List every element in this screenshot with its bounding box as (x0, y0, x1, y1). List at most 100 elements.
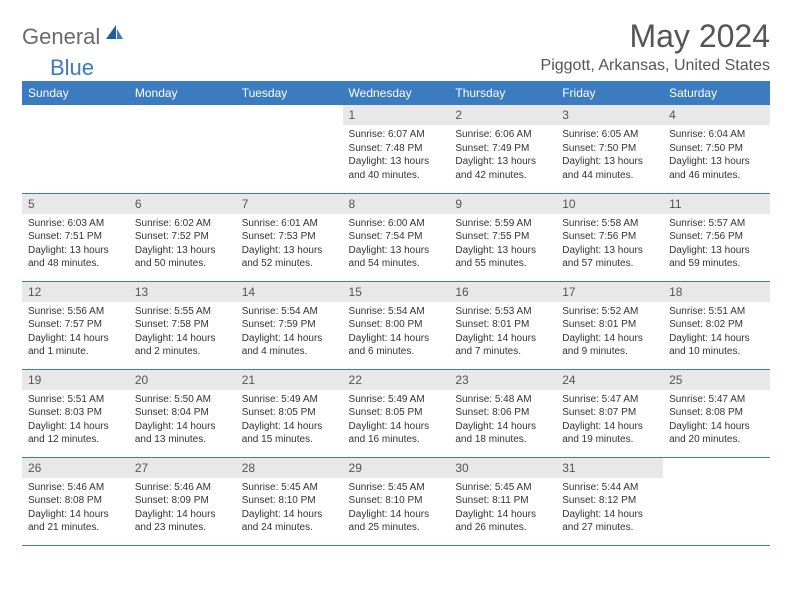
sunset: Sunset: 8:04 PM (135, 406, 230, 420)
sunrise: Sunrise: 5:54 AM (349, 305, 444, 319)
daylight-line1: Daylight: 13 hours (28, 244, 123, 258)
day-number: 9 (449, 194, 556, 214)
day-data: Sunrise: 5:54 AMSunset: 8:00 PMDaylight:… (343, 302, 450, 364)
sunrise: Sunrise: 6:05 AM (562, 128, 657, 142)
day-data: Sunrise: 5:46 AMSunset: 8:09 PMDaylight:… (129, 478, 236, 540)
daylight-line2: and 23 minutes. (135, 521, 230, 535)
sunset: Sunset: 8:07 PM (562, 406, 657, 420)
title-block: May 2024 Piggott, Arkansas, United State… (541, 18, 770, 75)
daylight-line1: Daylight: 13 hours (349, 244, 444, 258)
day-number: 20 (129, 370, 236, 390)
day-data: Sunrise: 6:02 AMSunset: 7:52 PMDaylight:… (129, 214, 236, 276)
sunset: Sunset: 7:56 PM (669, 230, 764, 244)
sunset: Sunset: 7:49 PM (455, 142, 550, 156)
sunrise: Sunrise: 5:45 AM (455, 481, 550, 495)
daylight-line1: Daylight: 13 hours (562, 155, 657, 169)
day-cell (129, 105, 236, 193)
day-cell: 27Sunrise: 5:46 AMSunset: 8:09 PMDayligh… (129, 457, 236, 545)
day-data: Sunrise: 5:44 AMSunset: 8:12 PMDaylight:… (556, 478, 663, 540)
sunset: Sunset: 7:55 PM (455, 230, 550, 244)
daylight-line2: and 16 minutes. (349, 433, 444, 447)
daylight-line2: and 15 minutes. (242, 433, 337, 447)
daylight-line2: and 19 minutes. (562, 433, 657, 447)
day-data: Sunrise: 5:51 AMSunset: 8:03 PMDaylight:… (22, 390, 129, 452)
day-number: 24 (556, 370, 663, 390)
daylight-line1: Daylight: 13 hours (349, 155, 444, 169)
sunset: Sunset: 7:58 PM (135, 318, 230, 332)
day-cell: 19Sunrise: 5:51 AMSunset: 8:03 PMDayligh… (22, 369, 129, 457)
sunrise: Sunrise: 5:48 AM (455, 393, 550, 407)
sunrise: Sunrise: 5:54 AM (242, 305, 337, 319)
daylight-line2: and 10 minutes. (669, 345, 764, 359)
daylight-line1: Daylight: 14 hours (242, 332, 337, 346)
daylight-line2: and 52 minutes. (242, 257, 337, 271)
daylight-line2: and 59 minutes. (669, 257, 764, 271)
day-number: 16 (449, 282, 556, 302)
day-number: 12 (22, 282, 129, 302)
col-thursday: Thursday (449, 81, 556, 105)
day-cell: 4Sunrise: 6:04 AMSunset: 7:50 PMDaylight… (663, 105, 770, 193)
sunrise: Sunrise: 5:51 AM (28, 393, 123, 407)
day-data: Sunrise: 5:49 AMSunset: 8:05 PMDaylight:… (236, 390, 343, 452)
col-sunday: Sunday (22, 81, 129, 105)
sunset: Sunset: 7:48 PM (349, 142, 444, 156)
day-cell: 30Sunrise: 5:45 AMSunset: 8:11 PMDayligh… (449, 457, 556, 545)
calendar-body: 1Sunrise: 6:07 AMSunset: 7:48 PMDaylight… (22, 105, 770, 545)
day-number: 27 (129, 458, 236, 478)
day-cell: 10Sunrise: 5:58 AMSunset: 7:56 PMDayligh… (556, 193, 663, 281)
sunset: Sunset: 8:03 PM (28, 406, 123, 420)
sunrise: Sunrise: 6:04 AM (669, 128, 764, 142)
daylight-line2: and 21 minutes. (28, 521, 123, 535)
sunset: Sunset: 7:59 PM (242, 318, 337, 332)
day-cell: 23Sunrise: 5:48 AMSunset: 8:06 PMDayligh… (449, 369, 556, 457)
daylight-line1: Daylight: 13 hours (669, 155, 764, 169)
daylight-line1: Daylight: 14 hours (349, 420, 444, 434)
day-number: 21 (236, 370, 343, 390)
day-number: 7 (236, 194, 343, 214)
daylight-line1: Daylight: 14 hours (28, 332, 123, 346)
day-cell: 16Sunrise: 5:53 AMSunset: 8:01 PMDayligh… (449, 281, 556, 369)
daylight-line2: and 24 minutes. (242, 521, 337, 535)
daylight-line2: and 26 minutes. (455, 521, 550, 535)
day-cell: 18Sunrise: 5:51 AMSunset: 8:02 PMDayligh… (663, 281, 770, 369)
daylight-line2: and 1 minute. (28, 345, 123, 359)
day-data: Sunrise: 5:55 AMSunset: 7:58 PMDaylight:… (129, 302, 236, 364)
sunrise: Sunrise: 5:47 AM (669, 393, 764, 407)
day-number: 19 (22, 370, 129, 390)
day-cell: 1Sunrise: 6:07 AMSunset: 7:48 PMDaylight… (343, 105, 450, 193)
sunrise: Sunrise: 5:47 AM (562, 393, 657, 407)
sunset: Sunset: 7:54 PM (349, 230, 444, 244)
sunset: Sunset: 8:08 PM (28, 494, 123, 508)
daylight-line1: Daylight: 14 hours (242, 508, 337, 522)
sunrise: Sunrise: 6:02 AM (135, 217, 230, 231)
sunset: Sunset: 8:10 PM (242, 494, 337, 508)
day-number: 10 (556, 194, 663, 214)
daylight-line2: and 40 minutes. (349, 169, 444, 183)
day-data: Sunrise: 6:06 AMSunset: 7:49 PMDaylight:… (449, 125, 556, 187)
day-cell: 17Sunrise: 5:52 AMSunset: 8:01 PMDayligh… (556, 281, 663, 369)
day-number: 30 (449, 458, 556, 478)
day-cell: 9Sunrise: 5:59 AMSunset: 7:55 PMDaylight… (449, 193, 556, 281)
day-data: Sunrise: 5:45 AMSunset: 8:11 PMDaylight:… (449, 478, 556, 540)
daylight-line1: Daylight: 14 hours (669, 332, 764, 346)
day-number: 4 (663, 105, 770, 125)
daylight-line2: and 25 minutes. (349, 521, 444, 535)
daylight-line1: Daylight: 14 hours (455, 332, 550, 346)
daylight-line2: and 20 minutes. (669, 433, 764, 447)
day-number: 29 (343, 458, 450, 478)
daylight-line2: and 2 minutes. (135, 345, 230, 359)
day-data: Sunrise: 6:05 AMSunset: 7:50 PMDaylight:… (556, 125, 663, 187)
day-number: 17 (556, 282, 663, 302)
daylight-line2: and 50 minutes. (135, 257, 230, 271)
daylight-line2: and 54 minutes. (349, 257, 444, 271)
logo-text-general: General (22, 24, 100, 50)
sunrise: Sunrise: 5:50 AM (135, 393, 230, 407)
sunrise: Sunrise: 5:58 AM (562, 217, 657, 231)
sunrise: Sunrise: 5:46 AM (28, 481, 123, 495)
day-data: Sunrise: 5:59 AMSunset: 7:55 PMDaylight:… (449, 214, 556, 276)
week-row: 12Sunrise: 5:56 AMSunset: 7:57 PMDayligh… (22, 281, 770, 369)
day-cell (22, 105, 129, 193)
daylight-line2: and 42 minutes. (455, 169, 550, 183)
day-data: Sunrise: 5:53 AMSunset: 8:01 PMDaylight:… (449, 302, 556, 364)
sunrise: Sunrise: 5:44 AM (562, 481, 657, 495)
